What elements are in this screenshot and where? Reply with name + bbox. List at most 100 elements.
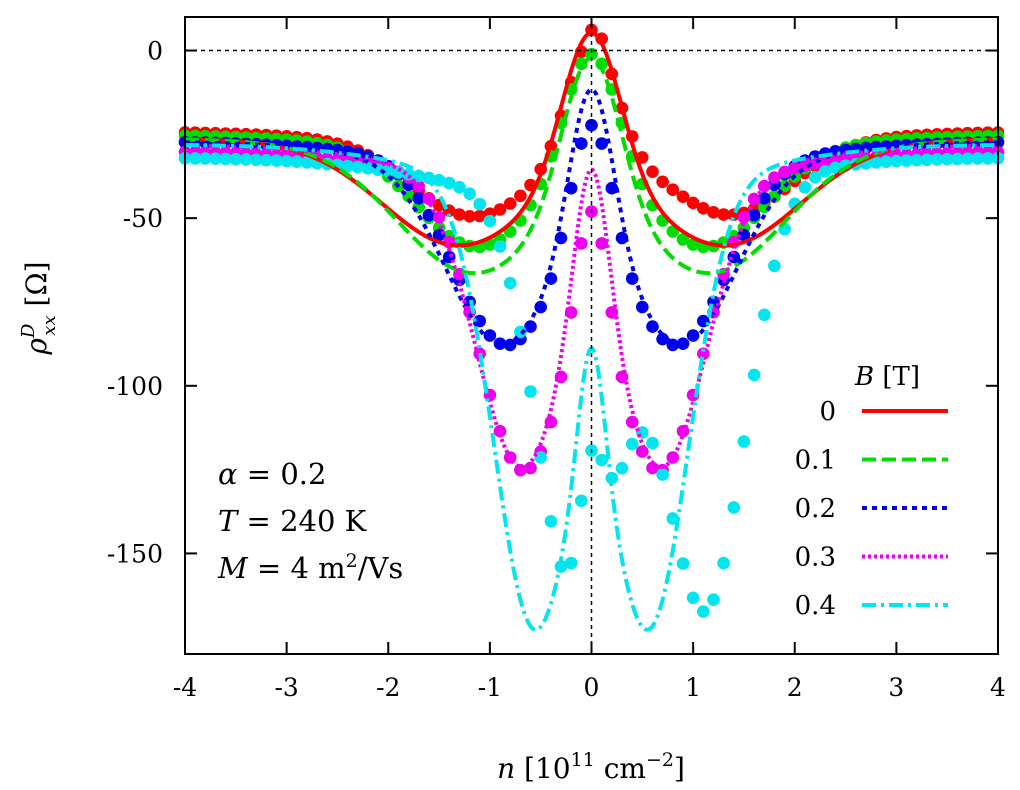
- data-point: [585, 118, 598, 132]
- data-point: [910, 153, 923, 167]
- data-point: [697, 605, 710, 618]
- data-point: [656, 468, 669, 481]
- data-point: [808, 171, 822, 184]
- data-point: [300, 156, 314, 169]
- data-point: [920, 153, 934, 167]
- x-axis-label: n [1011 cm−2]: [497, 749, 685, 785]
- data-point: [239, 153, 253, 166]
- data-point: [351, 160, 365, 174]
- data-point: [544, 515, 558, 528]
- data-point: [382, 164, 395, 178]
- data-point: [229, 152, 243, 166]
- data-point: [412, 169, 426, 183]
- y-tick-label: -100: [107, 372, 163, 401]
- data-point: [544, 415, 558, 429]
- data-point: [646, 165, 659, 178]
- data-point: [422, 208, 436, 222]
- data-point: [981, 152, 995, 165]
- data-point: [818, 156, 832, 169]
- data-point: [879, 155, 893, 168]
- data-point: [758, 179, 771, 193]
- data-point: [930, 153, 944, 166]
- data-point: [676, 190, 690, 203]
- data-point: [869, 156, 883, 169]
- data-point: [219, 152, 232, 166]
- data-point: [188, 152, 202, 165]
- data-point: [605, 181, 619, 195]
- data-point: [707, 593, 720, 606]
- data-point: [493, 203, 507, 216]
- data-point: [656, 175, 669, 189]
- y-tick-label: 0: [147, 37, 163, 66]
- data-point: [463, 210, 476, 223]
- data-point: [483, 238, 497, 251]
- data-point: [747, 208, 761, 222]
- data-point: [768, 259, 781, 273]
- annotation-0: α = 0.2: [218, 457, 326, 491]
- data-point: [646, 436, 659, 450]
- legend-label-0.2: 0.2: [795, 494, 836, 524]
- data-point: [575, 137, 588, 150]
- data-point: [564, 556, 578, 570]
- data-point: [524, 385, 537, 398]
- data-point: [666, 451, 680, 464]
- x-tick-label: 0: [584, 673, 600, 702]
- data-point: [646, 320, 659, 333]
- data-point: [778, 165, 791, 179]
- data-point: [971, 152, 984, 165]
- x-tick-label: -1: [478, 673, 502, 702]
- data-point: [737, 435, 751, 448]
- legend-label-0.3: 0.3: [795, 543, 836, 573]
- data-point: [524, 461, 537, 475]
- data-point: [798, 181, 812, 194]
- data-point: [432, 173, 446, 187]
- data-point: [666, 183, 680, 196]
- y-tick-label: -50: [123, 204, 163, 233]
- data-point: [615, 461, 629, 475]
- data-point: [575, 237, 588, 250]
- data-point: [412, 192, 426, 205]
- parameter-annotations: α = 0.2 T = 240 K M = 4 m2/Vs: [217, 457, 403, 585]
- x-tick-label: 2: [787, 673, 803, 702]
- data-point: [514, 189, 527, 203]
- data-point: [260, 153, 273, 167]
- data-point: [483, 214, 497, 228]
- data-point: [951, 152, 964, 166]
- x-tick-label: -2: [376, 673, 400, 702]
- data-point: [686, 196, 700, 210]
- y-tick-label: -150: [107, 539, 163, 568]
- data-point: [249, 153, 263, 167]
- plot-frame: [184, 16, 999, 655]
- data-point: [290, 155, 304, 168]
- data-point: [758, 308, 771, 322]
- data-point: [493, 240, 507, 253]
- data-point: [625, 272, 639, 285]
- annotation-2: M = 4 m2/Vs: [217, 550, 403, 585]
- data-point: [453, 180, 466, 194]
- data-point: [717, 208, 730, 221]
- data-point: [697, 202, 710, 215]
- data-point: [453, 208, 466, 221]
- data-point: [686, 238, 700, 251]
- data-point: [280, 154, 293, 168]
- data-point: [595, 453, 608, 467]
- data-point: [818, 165, 832, 178]
- x-tick-label: 3: [888, 673, 904, 702]
- data-point: [595, 137, 608, 150]
- data-point: [341, 159, 354, 173]
- data-point: [686, 591, 700, 605]
- data-point: [737, 228, 751, 242]
- data-point: [270, 154, 283, 167]
- legend-title: B [T]: [854, 362, 920, 392]
- data-point: [615, 370, 629, 384]
- data-point: [940, 152, 954, 166]
- x-tick-label: 1: [685, 673, 701, 702]
- data-point: [534, 451, 547, 464]
- data-point: [890, 154, 903, 168]
- data-point: [727, 501, 741, 514]
- x-tick-label: -3: [274, 673, 298, 702]
- zero-reference-lines: [185, 17, 998, 654]
- annotation-1: T = 240 K: [218, 504, 368, 538]
- data-point: [676, 233, 690, 246]
